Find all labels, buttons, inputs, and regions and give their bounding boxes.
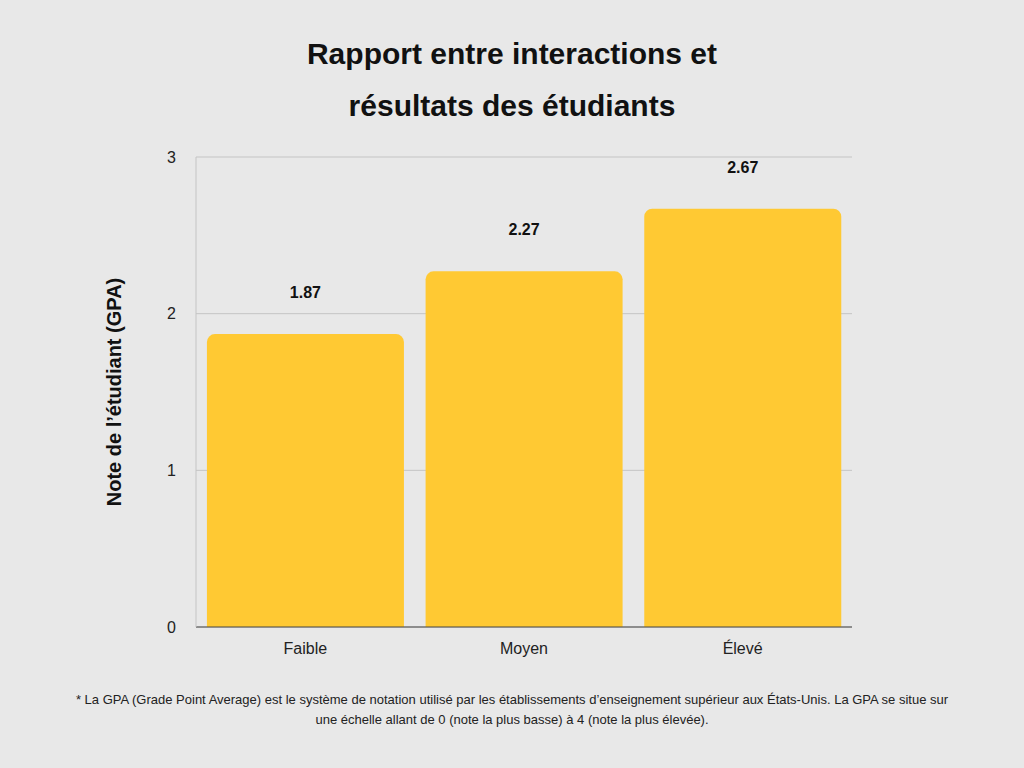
svg-text:Note de l’étudiant (GPA): Note de l’étudiant (GPA) [103,278,125,507]
svg-text:0: 0 [167,619,176,636]
svg-text:3: 3 [167,149,176,166]
svg-text:Moyen: Moyen [500,640,548,657]
svg-text:1.87: 1.87 [290,284,321,301]
svg-text:2: 2 [167,305,176,322]
svg-text:2.27: 2.27 [509,221,540,238]
svg-text:1: 1 [167,462,176,479]
html-text:Rapport entre interactions et: Rapport entre interactions et résultats … [307,37,717,122]
svg-text:Faible: Faible [284,640,328,657]
svg-text:Élevé: Élevé [723,639,763,657]
svg-text:2.67: 2.67 [727,159,758,176]
html-text:* La GPA (Grade Point Average): * La GPA (Grade Point Average) est le sy… [75,692,949,727]
